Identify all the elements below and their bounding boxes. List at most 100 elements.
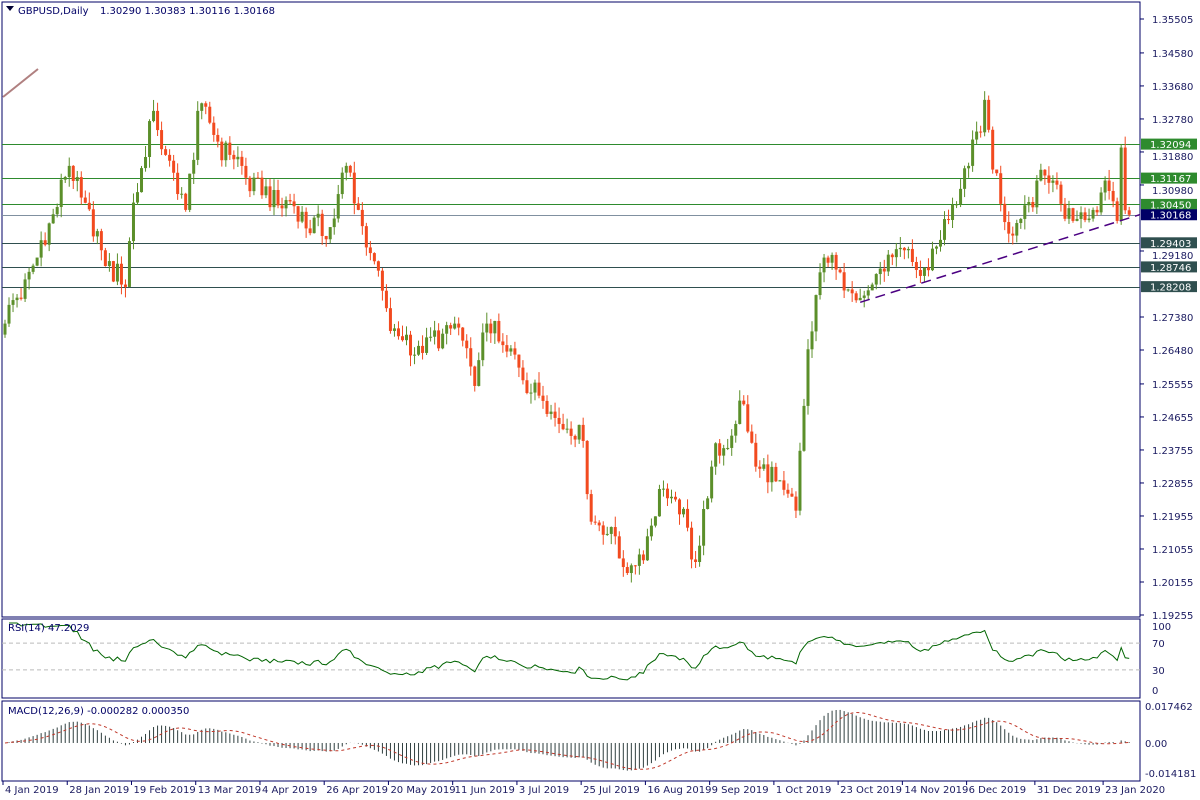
bull-candle	[493, 320, 497, 334]
bear-candle	[1003, 203, 1007, 223]
bull-candle	[115, 263, 119, 282]
bear-candle	[690, 527, 694, 560]
bull-candle	[1023, 205, 1027, 219]
bull-candle	[340, 172, 344, 195]
bear-candle	[71, 165, 75, 181]
bull-candle	[959, 188, 963, 205]
bear-candle	[593, 521, 597, 523]
bear-candle	[633, 565, 637, 567]
bull-candle	[316, 213, 320, 218]
bear-candle	[501, 341, 505, 346]
collapse-triangle-icon[interactable]	[6, 6, 14, 11]
bear-candle	[256, 177, 260, 179]
price-level-label: 1.30450	[1150, 200, 1191, 211]
bear-candle	[505, 345, 509, 352]
bull-candle	[152, 110, 156, 122]
bear-candle	[1059, 184, 1063, 204]
date-tick-label: 23 Jan 2020	[1105, 785, 1165, 796]
price-tick-label: 1.33680	[1152, 82, 1193, 93]
bull-candle	[15, 297, 19, 301]
bear-candle	[119, 263, 123, 285]
bear-candle	[601, 525, 605, 535]
bear-candle	[581, 424, 585, 441]
bull-candle	[762, 464, 766, 469]
date-tick-label: 4 Jan 2019	[5, 785, 59, 796]
bear-candle	[164, 149, 168, 155]
bull-candle	[23, 279, 27, 299]
date-tick-label: 31 Dec 2019	[1037, 785, 1101, 796]
price-tick-label: 1.29180	[1152, 251, 1193, 262]
bear-candle	[208, 106, 212, 123]
bull-candle	[710, 466, 714, 499]
price-tick-label: 1.31880	[1152, 152, 1193, 163]
date-tick-label: 26 Apr 2019	[326, 785, 388, 796]
bear-candle	[991, 129, 995, 170]
bull-candle	[1035, 180, 1039, 208]
bear-candle	[890, 254, 894, 258]
bull-candle	[798, 450, 802, 511]
bear-candle	[184, 193, 188, 210]
bear-candle	[268, 186, 272, 208]
bull-candle	[983, 99, 987, 133]
bear-candle	[517, 354, 521, 368]
date-tick-label: 1 Oct 2019	[776, 785, 831, 796]
bear-candle	[1123, 147, 1127, 211]
bear-candle	[754, 442, 758, 467]
bull-candle	[39, 240, 43, 258]
bear-candle	[1055, 180, 1059, 185]
bear-candle	[461, 327, 465, 341]
bull-candle	[51, 214, 55, 224]
bear-candle	[1127, 210, 1131, 215]
bull-candle	[453, 323, 457, 329]
drawn-line-object[interactable]	[2, 68, 39, 98]
bear-candle	[244, 165, 248, 178]
bull-candle	[413, 354, 417, 356]
price-tick-label: 1.24655	[1152, 413, 1193, 424]
main-panel-frame	[1, 1, 1141, 618]
bull-candle	[609, 527, 613, 534]
bull-candle	[11, 300, 15, 305]
bear-candle	[91, 209, 95, 237]
bear-candle	[569, 428, 573, 436]
bear-candle	[718, 443, 722, 456]
bear-candle	[469, 348, 473, 367]
bull-candle	[180, 193, 184, 195]
bull-candle	[417, 345, 421, 355]
bear-candle	[641, 554, 645, 561]
bear-candle	[1095, 209, 1099, 213]
bull-candle	[264, 186, 268, 196]
bear-candle	[882, 268, 886, 272]
bull-candle	[874, 274, 878, 285]
bear-candle	[1111, 190, 1115, 202]
bull-candle	[898, 247, 902, 250]
price-level-badge	[1141, 281, 1197, 293]
bear-candle	[473, 366, 477, 386]
bull-candle	[1091, 209, 1095, 219]
bear-candle	[220, 141, 224, 161]
date-tick-label: 3 Jul 2019	[519, 785, 569, 796]
bull-candle	[1019, 218, 1023, 224]
bear-candle	[1083, 212, 1087, 221]
rsi-tick-label: 70	[1152, 639, 1165, 650]
bull-candle	[272, 189, 276, 208]
bull-candle	[778, 480, 782, 482]
bull-candle	[1079, 212, 1083, 219]
bear-candle	[421, 345, 425, 353]
macd-label: MACD(12,26,9) -0.000282 0.000350	[8, 706, 189, 717]
bear-candle	[521, 367, 525, 381]
bull-candle	[702, 509, 706, 546]
rsi-panel-frame	[1, 618, 1141, 699]
bear-candle	[111, 261, 115, 282]
bull-candle	[429, 336, 433, 338]
bull-candle	[577, 424, 581, 440]
bear-candle	[834, 254, 838, 270]
trendline[interactable]	[859, 213, 1141, 304]
bear-candle	[782, 480, 786, 490]
bear-candle	[489, 323, 493, 334]
bear-candle	[758, 466, 762, 469]
price-tick-label: 1.21955	[1152, 512, 1193, 523]
bull-candle	[224, 142, 228, 161]
date-tick-label: 25 Jul 2019	[583, 785, 640, 796]
bear-candle	[842, 272, 846, 291]
